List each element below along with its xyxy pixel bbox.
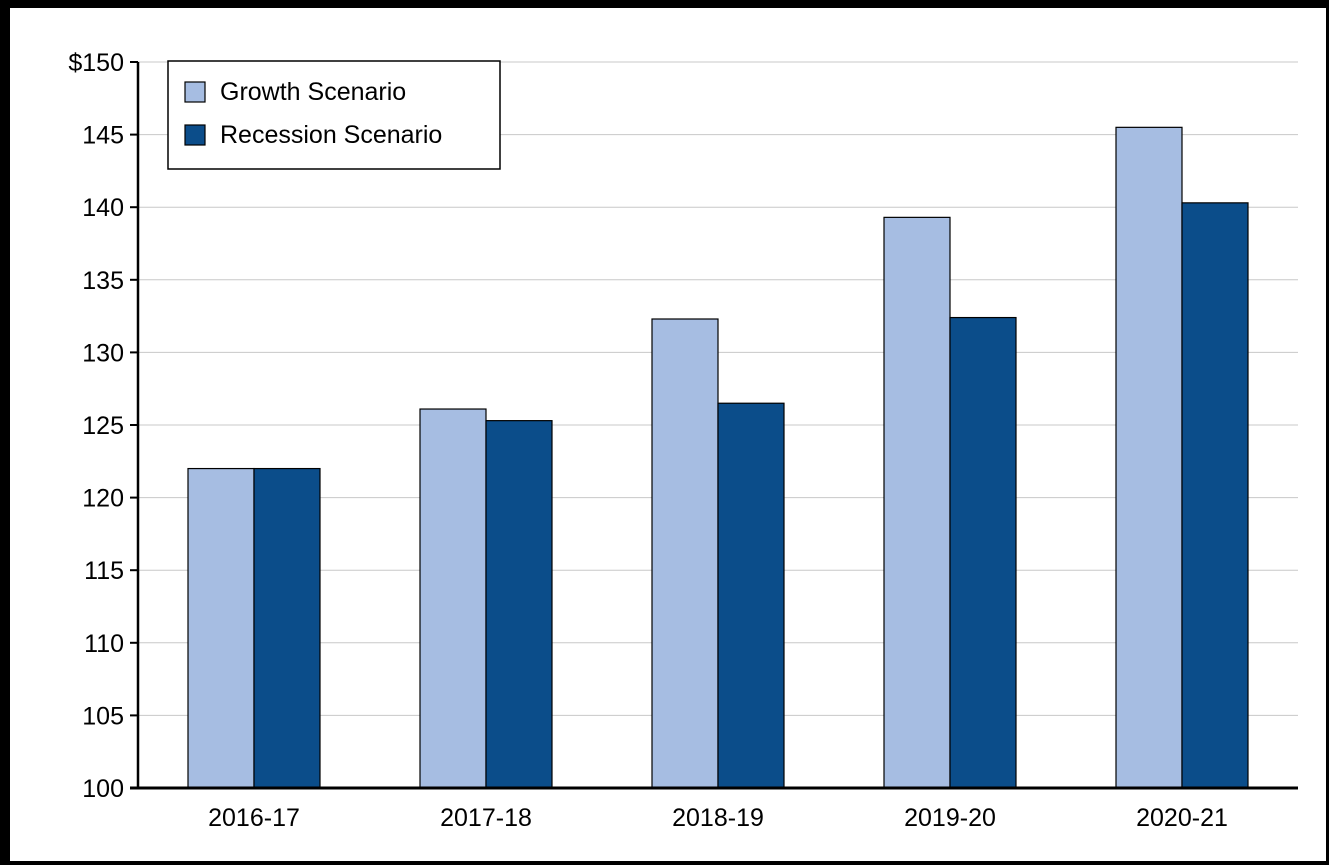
x-tick-label: 2017-18 — [440, 804, 532, 832]
y-tick-label: 105 — [82, 702, 124, 730]
y-tick-label: 140 — [82, 194, 124, 222]
legend: Growth Scenario Recession Scenario — [167, 60, 501, 170]
bar-growth-2017-18 — [419, 408, 487, 789]
y-tick-label: $150 — [68, 49, 124, 77]
bar-growth-2019-20 — [883, 216, 951, 789]
y-tick-label: 110 — [84, 630, 124, 658]
bar-recession-2016-17 — [253, 467, 321, 789]
x-tick-label: 2016-17 — [208, 804, 300, 832]
bar-chart: 100 105 110 115 120 125 130 135 140 145 $150 2016-… — [68, 49, 1298, 832]
axes — [130, 62, 1298, 790]
legend-box — [167, 60, 501, 170]
y-tick-label: 135 — [82, 267, 124, 295]
legend-label-growth: Growth Scenario — [220, 78, 406, 106]
x-tick-label: 2020-21 — [1136, 804, 1228, 832]
x-tick-labels: 2016-17 2017-18 2018-19 2019-20 2020-21 — [208, 804, 1228, 832]
y-tick-label: 130 — [82, 339, 124, 367]
legend-swatch-recession — [184, 124, 206, 146]
bar-growth-2016-17 — [187, 467, 255, 789]
y-tick-label: 120 — [82, 485, 124, 513]
bar-growth-2018-19 — [651, 318, 719, 789]
x-tick-label: 2019-20 — [904, 804, 996, 832]
y-tick-label: 145 — [82, 122, 124, 150]
bar-growth-2020-21 — [1115, 126, 1183, 789]
legend-swatch-growth — [184, 81, 206, 103]
bar-recession-2017-18 — [485, 420, 553, 789]
bar-recession-2018-19 — [717, 402, 785, 789]
y-tick-label: 100 — [82, 775, 124, 803]
y-tick-labels: 100 105 110 115 120 125 130 135 140 145 $150 — [68, 49, 124, 803]
x-tick-label: 2018-19 — [672, 804, 764, 832]
bar-recession-2019-20 — [949, 316, 1017, 789]
bars — [187, 126, 1249, 789]
chart-frame: 100 105 110 115 120 125 130 135 140 145 $150 2016-… — [10, 8, 1326, 861]
bar-recession-2020-21 — [1181, 202, 1249, 789]
legend-label-recession: Recession Scenario — [220, 121, 442, 149]
y-tick-label: 115 — [84, 557, 124, 585]
y-tick-label: 125 — [82, 412, 124, 440]
